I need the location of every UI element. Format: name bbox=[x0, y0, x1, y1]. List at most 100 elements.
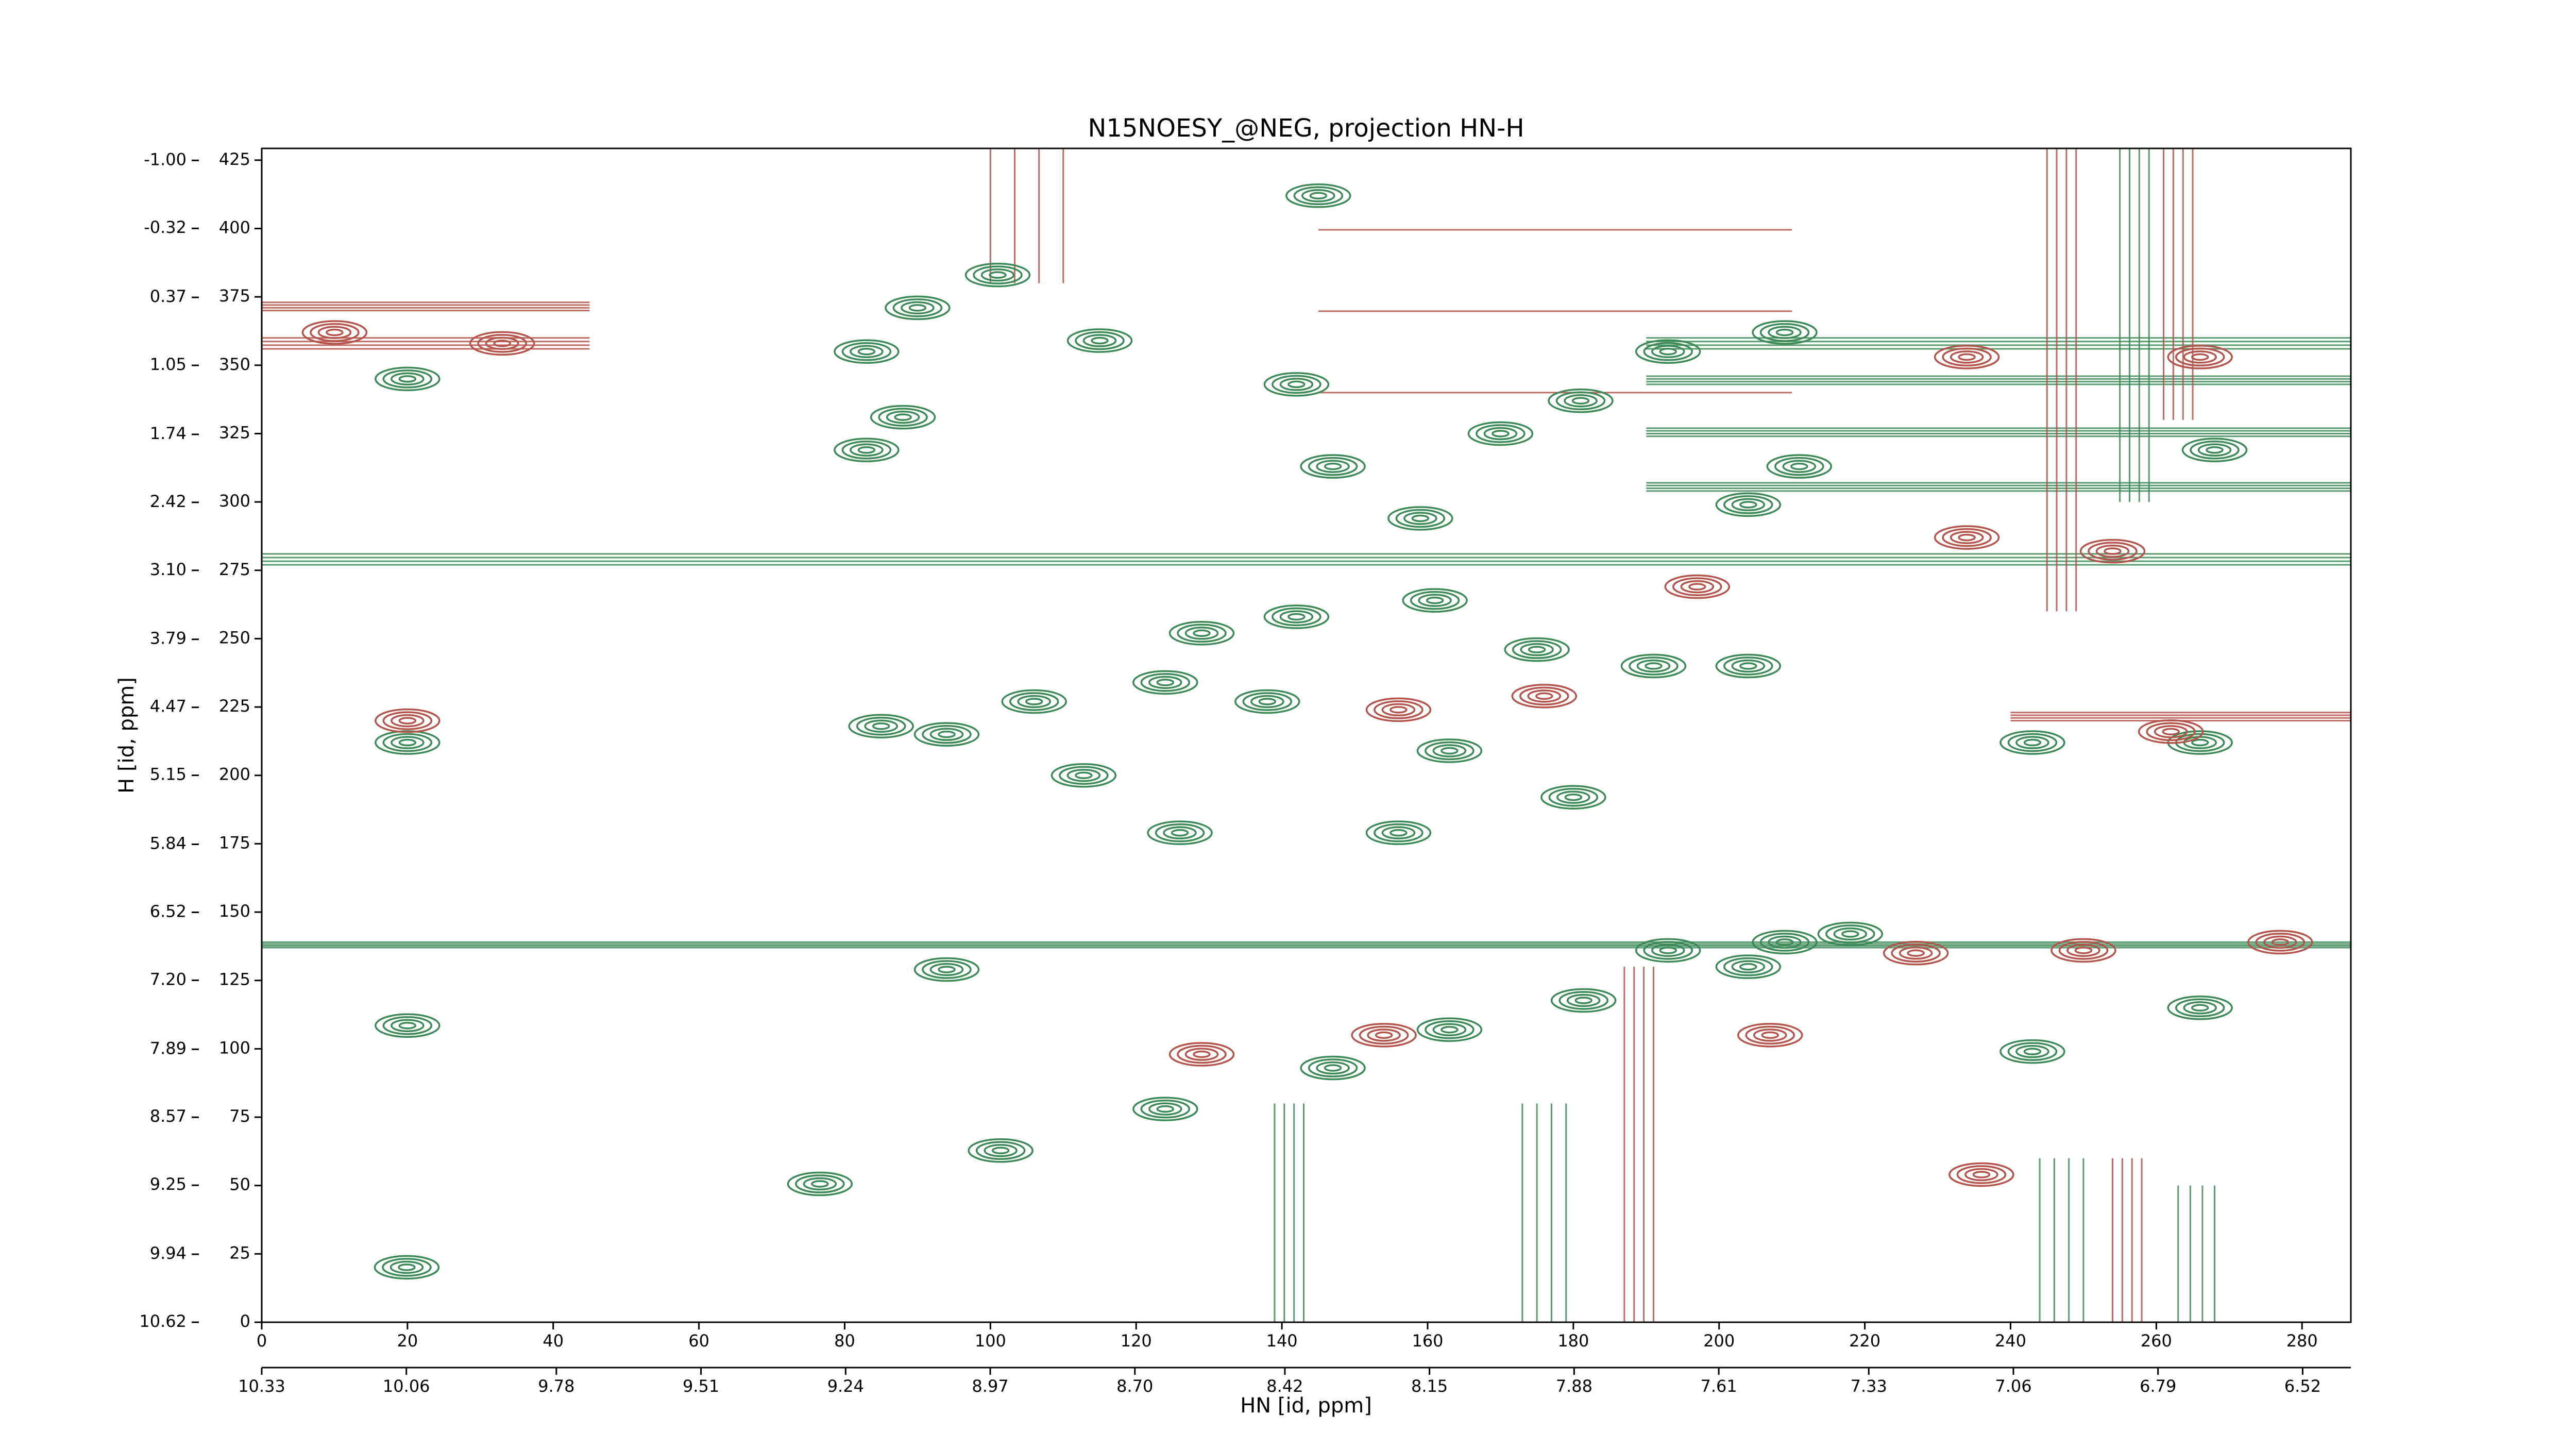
y2-tick-label: -1.00 bbox=[144, 149, 187, 169]
ridge bbox=[1623, 967, 1654, 1322]
contour-ring bbox=[1723, 957, 1773, 976]
contour-ring bbox=[1752, 320, 1818, 345]
ridge bbox=[1318, 147, 1792, 394]
contour-ring bbox=[857, 446, 876, 454]
contour-ring bbox=[1950, 531, 1984, 544]
x2-tick-label: 6.79 bbox=[2140, 1376, 2176, 1396]
contour-ring bbox=[2263, 935, 2297, 949]
peak bbox=[1467, 421, 1534, 446]
peak bbox=[1766, 454, 1833, 479]
peak bbox=[301, 320, 368, 345]
contour-ring bbox=[1184, 627, 1219, 640]
contour-ring bbox=[1548, 787, 1599, 807]
contour-ring bbox=[1782, 460, 1817, 473]
contour-ring bbox=[1351, 1023, 1417, 1048]
peak bbox=[885, 295, 951, 321]
contour-ring bbox=[1017, 695, 1051, 709]
plot-frame bbox=[261, 147, 2352, 1323]
x-tick-label: 80 bbox=[834, 1331, 855, 1351]
contour-ring bbox=[1564, 793, 1583, 801]
contour-ring bbox=[1440, 747, 1459, 755]
peak bbox=[913, 722, 980, 747]
contour-ring bbox=[841, 342, 892, 361]
peak bbox=[1635, 938, 1701, 963]
contour-ring bbox=[1550, 988, 1617, 1013]
peak bbox=[2079, 538, 2146, 564]
peak bbox=[1752, 930, 1818, 955]
contour-ring bbox=[382, 1016, 433, 1035]
contour-ring bbox=[856, 716, 906, 736]
contour-ring bbox=[1389, 829, 1408, 837]
contour-ring bbox=[391, 372, 425, 386]
x-tick-label: 200 bbox=[1703, 1331, 1735, 1351]
y2-tick-label: -0.32 bbox=[144, 217, 187, 237]
contour-ring bbox=[1425, 1020, 1475, 1039]
contour-ring bbox=[1075, 771, 1093, 779]
ridge bbox=[2010, 712, 2351, 722]
ridge bbox=[2046, 148, 2077, 612]
contour-ring bbox=[1948, 1162, 2014, 1187]
contour-ring bbox=[1723, 656, 1773, 676]
contour-ring bbox=[1168, 621, 1235, 646]
contour-ring bbox=[1279, 378, 1314, 391]
contour-ring bbox=[795, 1174, 845, 1193]
contour-ring bbox=[1316, 460, 1350, 473]
x-tick-label: 0 bbox=[257, 1331, 267, 1351]
contour-ring bbox=[1263, 372, 1330, 397]
contour-ring bbox=[1645, 662, 1663, 670]
x-tick-label: 240 bbox=[1995, 1331, 2026, 1351]
contour-ring bbox=[398, 1263, 416, 1271]
contour-ring bbox=[1272, 607, 1321, 627]
contour-ring bbox=[1956, 1165, 2007, 1184]
plot-area bbox=[262, 147, 2351, 1322]
contour-ring bbox=[493, 340, 511, 347]
contour-ring bbox=[477, 334, 527, 353]
contour-ring bbox=[1528, 646, 1546, 653]
contour-ring bbox=[1574, 997, 1592, 1004]
contour-ring bbox=[1293, 186, 1344, 206]
contour-ring bbox=[1025, 698, 1043, 705]
contour-ring bbox=[1467, 421, 1534, 446]
contour-ring bbox=[1731, 659, 1766, 673]
contour-ring bbox=[938, 730, 956, 738]
peak bbox=[375, 366, 440, 392]
peak bbox=[1752, 320, 1818, 345]
contour-ring bbox=[1184, 1048, 1219, 1061]
contour-ring bbox=[1964, 1168, 1998, 1182]
contour-ring bbox=[1387, 506, 1453, 531]
contour-ring bbox=[1635, 938, 1701, 963]
contour-ring bbox=[929, 963, 964, 976]
contour-ring bbox=[834, 339, 900, 364]
x-tick-label: 260 bbox=[2141, 1331, 2172, 1351]
contour-ring bbox=[1324, 1064, 1342, 1072]
contour-ring bbox=[989, 271, 1007, 279]
contour-ring bbox=[2066, 943, 2100, 957]
peak bbox=[375, 708, 440, 733]
contour-ring bbox=[850, 345, 884, 359]
contour-ring bbox=[1193, 629, 1211, 637]
contour-ring bbox=[1367, 1029, 1401, 1042]
contour-ring bbox=[1272, 375, 1321, 394]
contour-ring bbox=[2183, 736, 2217, 749]
peak bbox=[2050, 938, 2116, 963]
contour-ring bbox=[374, 1255, 440, 1280]
x-tick-label: 100 bbox=[975, 1331, 1006, 1351]
contour-ring bbox=[2058, 941, 2109, 960]
contour-ring bbox=[1774, 457, 1824, 476]
x-tick-label: 220 bbox=[1849, 1331, 1880, 1351]
contour-ring bbox=[2015, 1044, 2049, 1058]
peak bbox=[1999, 1039, 2065, 1064]
contour-ring bbox=[2271, 938, 2290, 946]
contour-ring bbox=[1635, 339, 1701, 364]
contour-ring bbox=[886, 410, 920, 424]
contour-ring bbox=[1504, 637, 1570, 662]
x2-tick-label: 7.33 bbox=[1851, 1376, 1887, 1396]
contour-ring bbox=[1731, 960, 1766, 973]
contour-ring bbox=[326, 328, 344, 336]
contour-ring bbox=[1476, 424, 1526, 443]
contour-ring bbox=[1140, 673, 1191, 692]
contour-ring bbox=[2162, 728, 2180, 736]
x-tick-label: 180 bbox=[1557, 1331, 1589, 1351]
y2-tick-label: 1.05 bbox=[150, 355, 187, 374]
contour-ring bbox=[1301, 189, 1335, 203]
